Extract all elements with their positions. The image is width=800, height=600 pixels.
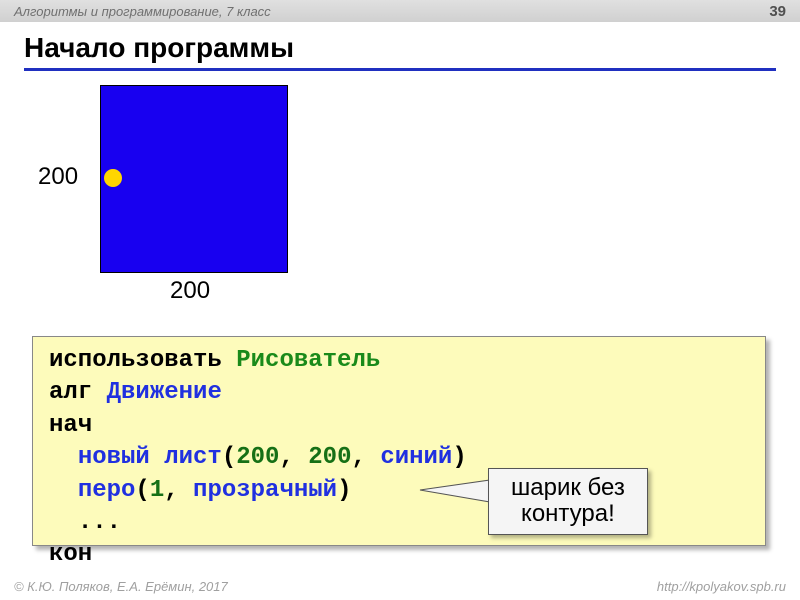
callout-line-2: контура! (511, 501, 625, 527)
figure-area: 200 200 (0, 85, 800, 325)
title-rule (24, 68, 776, 71)
header-subject: Алгоритмы и программирование, 7 класс (14, 4, 271, 19)
footer-authors: © К.Ю. Поляков, Е.А. Ерёмин, 2017 (14, 579, 228, 594)
callout-line-1: шарик без (511, 475, 625, 501)
axis-label-left: 200 (38, 163, 78, 191)
yellow-ball-icon (104, 169, 122, 187)
page-number: 39 (769, 3, 786, 20)
code-line-3: нач (49, 410, 749, 442)
header-bar: Алгоритмы и программирование, 7 класс 39 (0, 0, 800, 22)
code-line-2: алг Движение (49, 377, 749, 409)
code-line-7: кон (49, 539, 749, 571)
page-title: Начало программы (24, 32, 776, 64)
axis-label-bottom: 200 (170, 277, 210, 305)
footer-url: http://kpolyakov.spb.ru (657, 579, 786, 594)
code-line-1: использовать Рисователь (49, 345, 749, 377)
callout-bubble: шарик без контура! (488, 468, 648, 535)
footer-bar: © К.Ю. Поляков, Е.А. Ерёмин, 2017 http:/… (0, 579, 800, 594)
blue-square (100, 85, 288, 273)
title-area: Начало программы (0, 22, 800, 75)
code-box: использовать Рисователь алг Движение нач… (32, 336, 766, 546)
